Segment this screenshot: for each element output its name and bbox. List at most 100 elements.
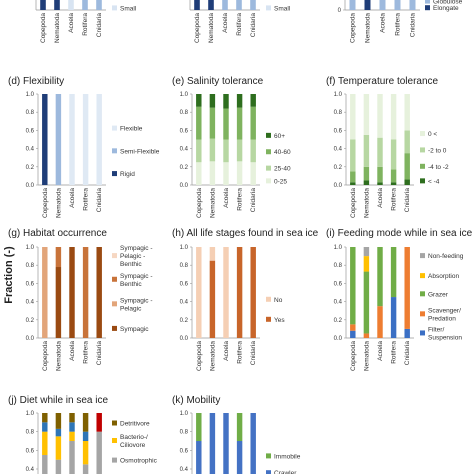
y-tick-label: 0.4	[26, 300, 35, 306]
bar-segment	[377, 137, 383, 167]
legend-swatch	[112, 276, 117, 282]
bar-segment	[250, 0, 256, 10]
bar-segment	[69, 94, 75, 185]
bar-segment	[55, 267, 62, 338]
legend-label: Osmotrophic	[120, 458, 158, 465]
category-label: Acoela	[223, 341, 230, 361]
y-tick-label: 1.0	[180, 245, 189, 251]
bar-segment	[223, 413, 229, 474]
legend-swatch	[425, 0, 430, 4]
legend-label: Filter/Suspension	[428, 326, 462, 341]
legend-swatch	[420, 131, 425, 137]
legend-swatch	[112, 171, 117, 177]
y-tick-label: 0.6	[334, 281, 343, 287]
bar-segment	[250, 94, 256, 107]
bar-segment	[196, 139, 202, 163]
y-tick-label: 0.2	[334, 318, 343, 324]
bar-segment	[404, 94, 410, 131]
category-label: Nematoda	[363, 188, 370, 218]
legend-label: Sympagic -Pelagic	[120, 297, 153, 312]
bar-segment	[404, 179, 410, 185]
bar-segment	[350, 139, 356, 172]
category-label: Copepoda	[42, 188, 49, 218]
bar-segment	[409, 0, 416, 10]
bar-segment	[350, 330, 356, 338]
bar-segment	[377, 306, 383, 338]
category-label: Cnidaria	[250, 341, 257, 366]
legend-swatch	[420, 253, 425, 259]
bar-segment	[69, 422, 75, 432]
bar-segment	[194, 0, 200, 10]
category-label: Rotifera	[83, 341, 90, 364]
category-label: Cnidaria	[250, 188, 257, 213]
legend-swatch	[420, 291, 425, 297]
legend-label: Detritivore	[120, 421, 150, 428]
bar-segment	[96, 247, 102, 338]
category-label: Acoela	[68, 13, 75, 33]
panel-title: (j) Diet while in sea ice	[8, 395, 108, 406]
y-tick-label: 0	[338, 8, 342, 14]
panel-h: (h) All life stages found in sea ice 1.0 0…	[172, 228, 319, 371]
bar-segment	[69, 247, 75, 338]
category-label: Acoela	[377, 341, 384, 361]
y-tick-label: 0.2	[26, 165, 35, 171]
y-tick-label: 0.8	[26, 430, 35, 436]
bar-segment	[222, 0, 228, 10]
legend-label: Immobile	[274, 453, 301, 460]
category-label: Copepoda	[196, 341, 203, 371]
bar-segment	[42, 94, 48, 185]
legend-swatch	[112, 5, 117, 11]
bar-segment	[196, 441, 202, 474]
category-label: Acoela	[69, 341, 76, 361]
bar-segment	[54, 0, 60, 10]
legend-label: No	[274, 297, 283, 304]
legend-label: Grazer	[428, 291, 449, 298]
bar-segment	[82, 94, 89, 185]
bar-segment	[209, 161, 216, 185]
legend-label: -2 to 0	[428, 147, 447, 154]
y-tick-label: 1.0	[26, 245, 35, 251]
bar-segment	[363, 94, 370, 135]
bar-segment	[390, 139, 397, 170]
category-label: Copepoda	[350, 188, 357, 218]
legend-swatch	[266, 165, 271, 171]
legend-label: Flexible	[120, 126, 143, 133]
bar-segment	[377, 166, 383, 183]
y-tick-label: 0.2	[180, 165, 189, 171]
y-tick-label: 1.0	[180, 411, 189, 417]
bar-segment	[363, 247, 370, 257]
bar-segment	[196, 247, 202, 338]
y-axis-label: Fraction (-)	[3, 246, 15, 304]
bar-segment	[42, 455, 48, 474]
category-label: Cnidaria	[96, 13, 103, 38]
bar-segment	[236, 139, 243, 162]
bar-segment	[236, 441, 243, 474]
legend-label: Sympagic -Benthic	[120, 273, 153, 288]
y-tick-label: 0.4	[180, 467, 189, 473]
bar-segment	[96, 431, 102, 474]
bar-segment	[82, 413, 89, 432]
y-tick-label: 0.8	[180, 430, 189, 436]
y-tick-label: 1.0	[26, 411, 35, 417]
legend-swatch	[266, 470, 271, 474]
legend-swatch	[112, 438, 117, 443]
bar-segment	[377, 182, 383, 185]
y-tick-label: 0.6	[180, 448, 189, 454]
legend-label: Non-feeding	[428, 253, 464, 260]
category-label: Copepoda	[196, 188, 203, 218]
bar-segment	[196, 94, 202, 107]
category-label: Rotifera	[236, 13, 243, 36]
bar-segment	[236, 0, 242, 10]
legend-label: 40-60	[274, 149, 291, 156]
bar-segment	[82, 464, 89, 474]
bar-segment	[96, 413, 102, 432]
category-label: Cnidaria	[96, 341, 103, 366]
legend-swatch	[266, 132, 271, 138]
panel-i: (i) Feeding mode while in sea ice 1.0 0.8 0…	[326, 228, 473, 371]
legend-label: Globulose	[433, 0, 463, 6]
legend-swatch	[266, 316, 271, 322]
bar-segment	[55, 413, 62, 429]
bar-segment	[196, 162, 202, 185]
bar-segment	[236, 161, 243, 185]
bar-segment	[40, 0, 46, 10]
